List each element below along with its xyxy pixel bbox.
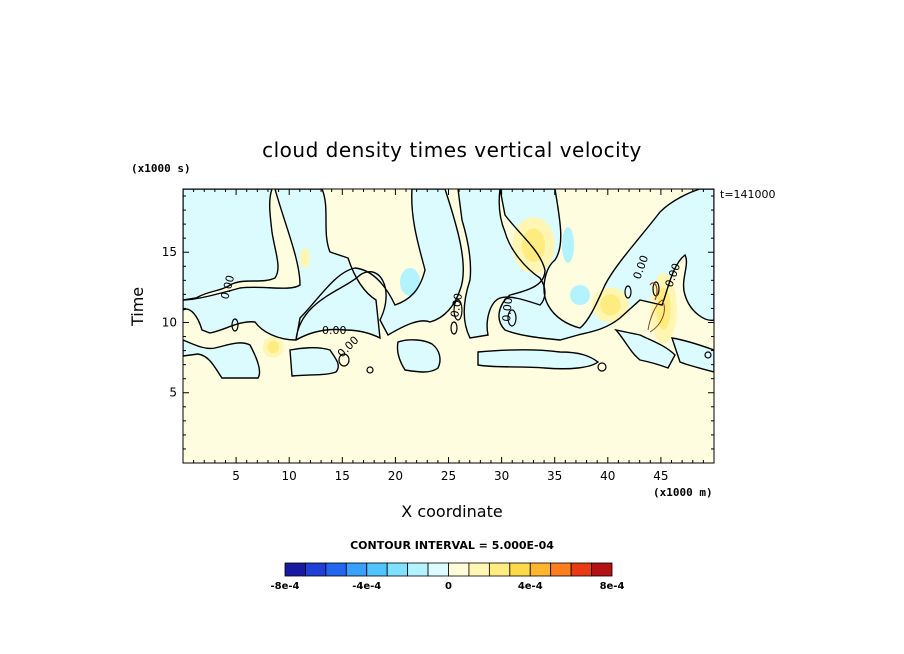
x-tick-label: 25: [441, 469, 456, 483]
positive-core: [656, 287, 671, 330]
x-axis-label-text: X coordinate: [401, 502, 503, 521]
zero-contour: [183, 189, 381, 341]
colorbar-tick-label: -8e-4: [271, 581, 300, 592]
zero-contour: [457, 189, 546, 339]
small-contour-loop: [231, 318, 239, 332]
colorbar-tick-label: 8e-4: [600, 581, 625, 592]
y-tick-label: 5: [169, 386, 177, 400]
negative-region: [458, 189, 545, 338]
colorbar-bin: [345, 562, 368, 577]
zero-contour: [670, 337, 714, 373]
zero-contour: [289, 347, 339, 377]
positive-core: [521, 228, 546, 263]
negative-region: [296, 189, 464, 340]
contour-label: 0.00: [218, 274, 237, 301]
colorbar-bin: [366, 562, 388, 577]
y-axis-label: Time: [128, 286, 147, 326]
small-contour-loop: [338, 353, 350, 367]
weak-negative-patch: [400, 268, 420, 296]
y-tick-label: 10: [162, 315, 177, 329]
zero-contour: [614, 328, 676, 369]
colorbar-bin: [305, 562, 327, 577]
contour-field: [183, 189, 714, 463]
zero-contour: [498, 189, 714, 341]
y-tick-label: 15: [162, 245, 177, 259]
x-tick-label: 40: [600, 469, 615, 483]
negative-region: [183, 189, 279, 300]
weak-negative-patch: [562, 227, 574, 263]
colorbar-bin: [284, 562, 306, 577]
positive-core: [267, 340, 280, 354]
negative-region: [478, 349, 598, 369]
contour-label: 0.00: [500, 297, 515, 323]
x-axis-label: X coordinate: [0, 502, 904, 521]
colorbar-bin: [448, 562, 470, 577]
colorbar-bin: [468, 562, 490, 577]
positive-contour: [647, 299, 665, 333]
negative-region: [183, 189, 380, 340]
chart-title: cloud density times vertical velocity: [262, 138, 642, 162]
colorbar-bin: [570, 562, 592, 577]
x-axis-ticks: 5 10 15 20 25 30 35 40 45: [193, 189, 704, 483]
colorbar-tick-label: -4e-4: [352, 581, 381, 592]
colorbar-bin: [591, 562, 613, 577]
colorbar-bin: [325, 562, 347, 577]
colorbar: -8e-4 -4e-4 0 4e-4 8e-4: [271, 562, 625, 592]
small-contour-loop: [597, 362, 607, 372]
small-contour-loop: [366, 366, 374, 374]
x-tick-label: 45: [653, 469, 668, 483]
zero-contour: [183, 189, 279, 301]
colorbar-bin: [509, 562, 531, 577]
x-tick-label: 20: [388, 469, 403, 483]
small-contour-loop: [453, 299, 463, 321]
colorbar-bin: [488, 562, 511, 577]
small-contour-loop: [624, 285, 632, 299]
small-contour-loop: [704, 351, 712, 359]
x-tick-label: 10: [282, 469, 297, 483]
positive-core: [600, 294, 621, 316]
y-axis-units: (x1000 s): [131, 162, 191, 175]
positive-patch: [300, 248, 310, 268]
timestamp-label: t=141000: [720, 188, 776, 201]
y-axis-ticks: 5 10 15: [162, 195, 714, 450]
colorbar-bin: [427, 562, 449, 577]
colorbar-tick-label: 4e-4: [518, 581, 543, 592]
negative-region: [290, 347, 339, 376]
negative-region: [616, 330, 675, 368]
small-contour-loop: [450, 321, 458, 335]
contour-interval-label: CONTOUR INTERVAL = 5.000E-04: [350, 539, 554, 552]
colorbar-tick-label: 0: [445, 581, 452, 592]
zero-contour: [477, 348, 600, 370]
weak-negative-patch: [570, 285, 590, 305]
x-axis-units: (x1000 m): [653, 486, 713, 499]
x-tick-label: 30: [494, 469, 509, 483]
zero-contour-lines: [183, 189, 714, 379]
colorbar-bin: [386, 562, 409, 577]
zero-contour: [295, 189, 464, 341]
negative-region: [397, 339, 440, 372]
contour-label: 0.00: [448, 292, 465, 318]
positive-contour: [649, 282, 658, 301]
colorbar-bin: [529, 562, 552, 577]
x-tick-label: 15: [335, 469, 350, 483]
small-contour-loop: [507, 309, 517, 327]
zero-contour: [396, 339, 441, 373]
colorbar-bin: [550, 562, 572, 577]
x-tick-label: 35: [547, 469, 562, 483]
negative-region: [183, 340, 260, 378]
contour-label: 0.00: [322, 324, 347, 337]
x-tick-label: 5: [232, 469, 240, 483]
zero-contour: [183, 339, 261, 379]
colorbar-bin: [407, 562, 429, 577]
